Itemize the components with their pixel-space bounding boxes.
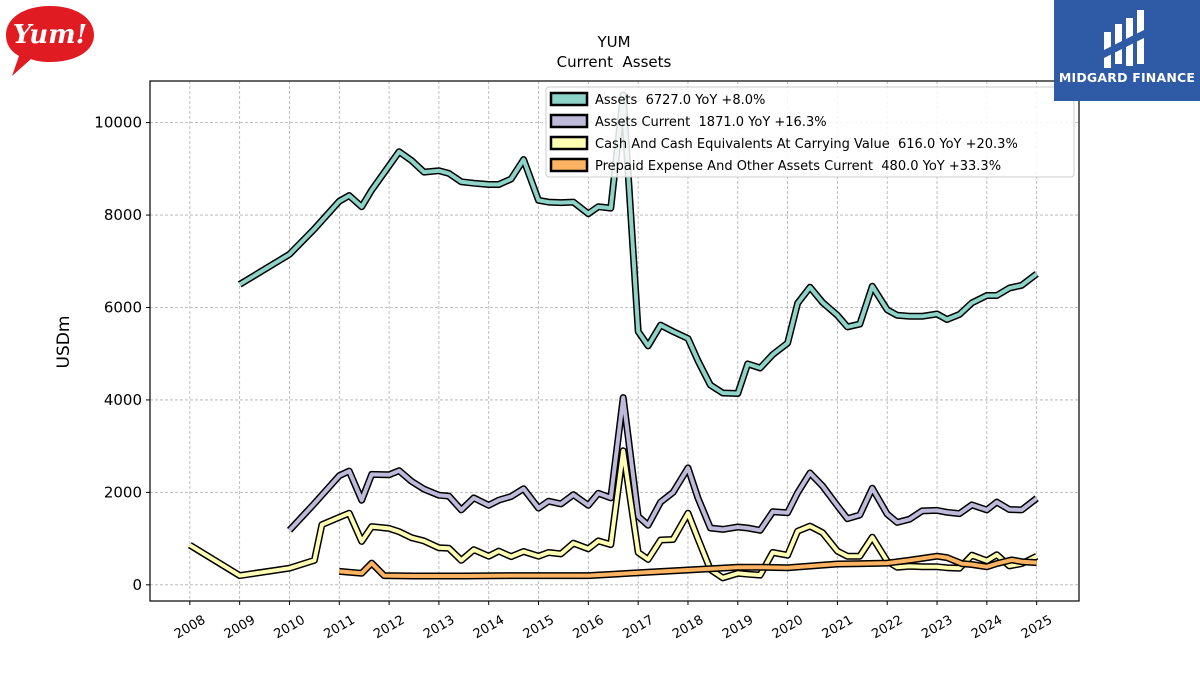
legend-label: Cash And Cash Equivalents At Carrying Va…: [595, 137, 1018, 152]
y-tick-label: 0: [132, 576, 142, 594]
legend-swatch: [549, 113, 589, 129]
series-3: [339, 552, 1037, 580]
plot-frame: [149, 80, 1080, 602]
series-line: [339, 554, 1037, 578]
legend-swatch: [549, 135, 589, 151]
x-tick-label: 2021: [820, 613, 856, 643]
legend-label: Assets 6727.0 YoY +8.0%: [595, 93, 765, 108]
y-axis-label: USDm: [54, 316, 74, 369]
x-tick-label: 2018: [670, 613, 706, 643]
series-line: [238, 92, 1038, 396]
series-0: [237, 91, 1039, 397]
legend-box: [545, 86, 1075, 178]
series-2: [187, 447, 1039, 582]
y-tick-label: 4000: [104, 391, 142, 409]
x-tick-label: 2015: [521, 613, 557, 643]
legend-swatch: [549, 157, 589, 173]
legend-label: Prepaid Expense And Other Assets Current…: [595, 159, 1001, 174]
midgard-emblem-icon: [1104, 10, 1144, 68]
yum-logo-text: Yum!: [13, 20, 87, 50]
x-tick-label: 2025: [1019, 613, 1055, 643]
y-tick-label: 10000: [94, 114, 142, 132]
y-tick-label: 2000: [104, 483, 142, 501]
midgard-brand-text: MIDGARD FINANCE: [1058, 70, 1196, 85]
x-tick-label: 2022: [869, 613, 905, 643]
y-tick-label: 8000: [104, 206, 142, 224]
series-line: [288, 395, 1038, 533]
legend-label: Assets Current 1871.0 YoY +16.3%: [595, 115, 827, 130]
legend-swatch: [549, 91, 589, 107]
x-tick-label: 2023: [919, 613, 955, 643]
x-tick-label: 2020: [770, 613, 806, 643]
x-tick-label: 2016: [571, 613, 607, 643]
x-tick-label: 2013: [421, 613, 457, 643]
y-axis: 0 2000 4000 6000 8000 10000: [94, 114, 150, 594]
chart-subtitle: Current Assets: [557, 53, 672, 71]
x-tick-label: 2017: [620, 613, 656, 643]
yum-logo: Yum!: [4, 4, 96, 80]
legend: Assets 6727.0 YoY +8.0% Assets Current 18…: [545, 86, 1075, 178]
x-axis: 2008 2009 2010 2011 2012 2013 2014 2015 2016 2017…: [172, 601, 1055, 642]
x-tick-label: 2012: [371, 613, 407, 643]
x-tick-label: 2008: [172, 613, 208, 643]
x-tick-label: 2010: [272, 613, 308, 643]
x-tick-label: 2011: [321, 613, 357, 643]
x-tick-label: 2014: [471, 613, 507, 643]
series-1: [286, 394, 1039, 534]
x-tick-label: 2019: [720, 613, 756, 643]
x-tick-label: 2024: [969, 613, 1005, 643]
y-tick-label: 6000: [104, 298, 142, 316]
x-tick-label: 2009: [222, 613, 258, 643]
chart-title: YUM: [596, 33, 630, 51]
series-line: [188, 448, 1038, 580]
midgard-finance-logo: MIDGARD FINANCE: [1054, 0, 1200, 101]
plot-area: [187, 91, 1039, 582]
